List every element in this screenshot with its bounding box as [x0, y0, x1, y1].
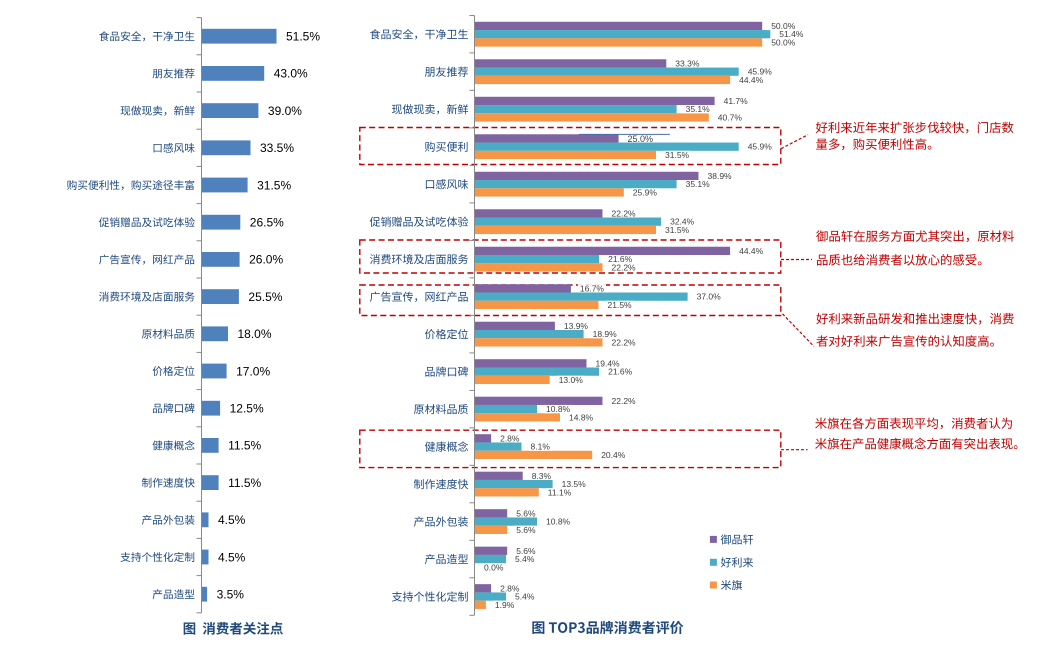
svg-text:25.0%: 25.0%: [628, 134, 654, 144]
svg-text:33.3%: 33.3%: [675, 58, 700, 68]
svg-text:20.4%: 20.4%: [601, 450, 626, 460]
svg-text:18.0%: 18.0%: [238, 327, 272, 341]
svg-text:38.9%: 38.9%: [708, 171, 733, 181]
svg-text:21.5%: 21.5%: [608, 300, 633, 310]
svg-text:37.0%: 37.0%: [697, 292, 722, 302]
svg-text:0.0%: 0.0%: [484, 562, 504, 572]
svg-text:16.7%: 16.7%: [580, 283, 605, 293]
svg-text:22.2%: 22.2%: [612, 208, 637, 218]
svg-text:51.5%: 51.5%: [286, 30, 320, 44]
svg-text:10.8%: 10.8%: [546, 404, 571, 414]
svg-text:31.5%: 31.5%: [665, 225, 690, 235]
svg-text:41.7%: 41.7%: [724, 96, 749, 106]
svg-text:2.8%: 2.8%: [500, 583, 520, 593]
svg-text:45.9%: 45.9%: [748, 67, 773, 77]
svg-text:35.1%: 35.1%: [686, 179, 711, 189]
svg-text:8.1%: 8.1%: [531, 442, 551, 452]
svg-text:4.5%: 4.5%: [218, 550, 246, 564]
svg-text:11.5%: 11.5%: [228, 439, 261, 453]
svg-text:10.8%: 10.8%: [546, 517, 571, 527]
svg-text:50.0%: 50.0%: [771, 21, 796, 31]
svg-text:45.9%: 45.9%: [748, 142, 773, 152]
svg-text:40.7%: 40.7%: [718, 113, 743, 123]
svg-text:22.2%: 22.2%: [612, 337, 637, 347]
svg-text:2.8%: 2.8%: [500, 433, 520, 443]
svg-text:32.4%: 32.4%: [670, 217, 695, 227]
svg-text:43.0%: 43.0%: [274, 67, 308, 81]
svg-text:50.0%: 50.0%: [771, 38, 796, 48]
svg-text:19.4%: 19.4%: [596, 358, 621, 368]
svg-text:18.9%: 18.9%: [593, 329, 618, 339]
svg-text:26.0%: 26.0%: [249, 253, 283, 267]
svg-text:25.5%: 25.5%: [248, 290, 282, 304]
svg-text:11.5%: 11.5%: [228, 476, 261, 490]
svg-text:13.9%: 13.9%: [564, 321, 589, 331]
svg-text:1.9%: 1.9%: [495, 600, 515, 610]
svg-text:3.5%: 3.5%: [217, 588, 245, 602]
svg-text:5.4%: 5.4%: [515, 554, 535, 564]
svg-text:8.3%: 8.3%: [532, 471, 552, 481]
svg-text:22.2%: 22.2%: [612, 396, 637, 406]
svg-text:5.6%: 5.6%: [516, 508, 536, 518]
svg-text:12.5%: 12.5%: [230, 402, 264, 416]
svg-text:51.4%: 51.4%: [779, 29, 804, 39]
svg-text:31.5%: 31.5%: [665, 150, 690, 160]
svg-text:13.5%: 13.5%: [562, 479, 587, 489]
svg-text:31.5%: 31.5%: [257, 178, 291, 192]
svg-text:35.1%: 35.1%: [686, 104, 711, 114]
svg-text:11.1%: 11.1%: [548, 487, 572, 497]
svg-text:44.4%: 44.4%: [739, 75, 764, 85]
svg-text:5.4%: 5.4%: [515, 592, 535, 602]
svg-text:33.5%: 33.5%: [260, 141, 294, 155]
svg-text:26.5%: 26.5%: [250, 216, 284, 230]
svg-text:14.8%: 14.8%: [569, 412, 594, 422]
svg-text:13.0%: 13.0%: [559, 375, 584, 385]
svg-text:21.6%: 21.6%: [608, 254, 633, 264]
svg-text:39.0%: 39.0%: [268, 104, 302, 118]
svg-text:4.5%: 4.5%: [218, 513, 246, 527]
svg-text:5.6%: 5.6%: [516, 525, 536, 535]
svg-text:44.4%: 44.4%: [739, 246, 764, 256]
svg-text:17.0%: 17.0%: [236, 364, 270, 378]
svg-text:5.6%: 5.6%: [516, 546, 536, 556]
svg-text:22.2%: 22.2%: [612, 262, 637, 272]
svg-text:21.6%: 21.6%: [608, 367, 633, 377]
svg-text:25.9%: 25.9%: [633, 187, 658, 197]
